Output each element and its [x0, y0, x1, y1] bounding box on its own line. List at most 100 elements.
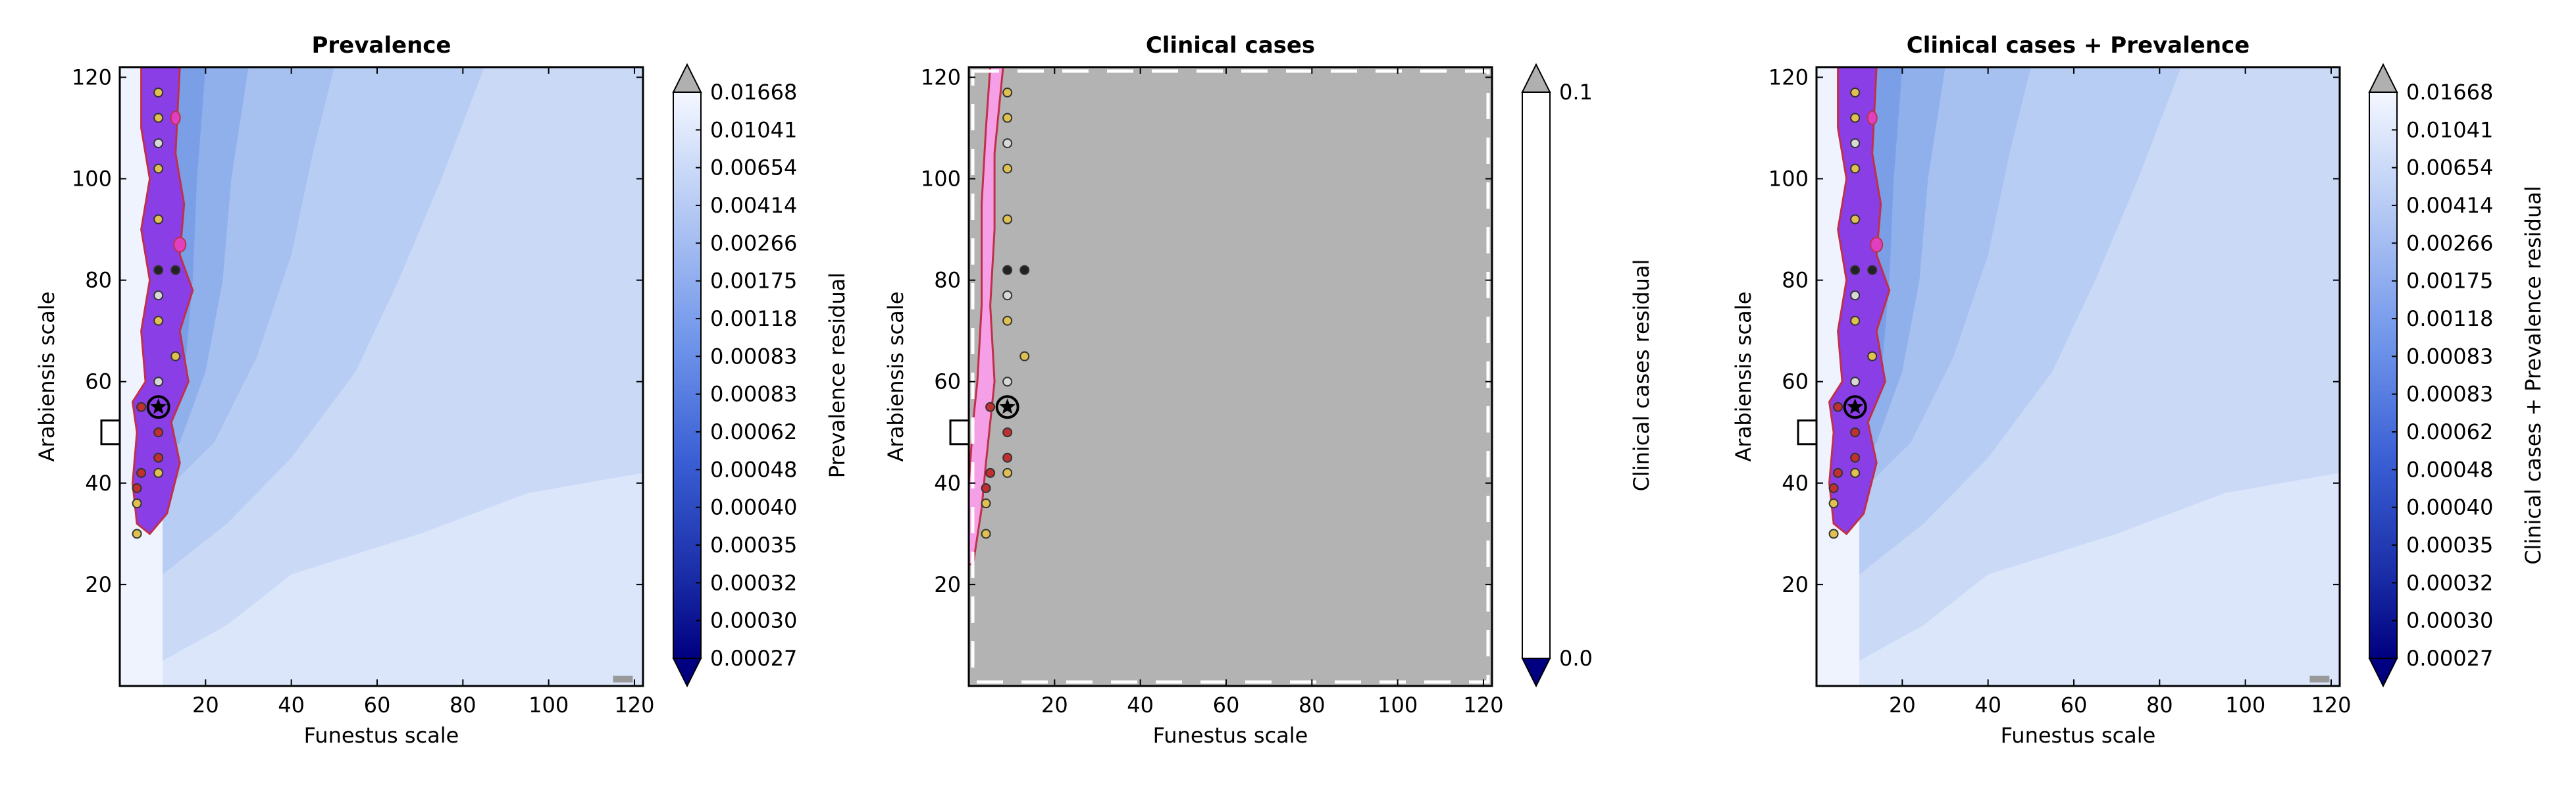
colorbar-over-arrow	[672, 63, 702, 93]
x-axis-label: Funestus scale	[1153, 723, 1308, 748]
data-point	[1002, 113, 1013, 123]
data-point	[1002, 315, 1013, 326]
x-tick-label: 60	[2061, 693, 2088, 718]
missing-cell	[613, 675, 633, 683]
colorbar-label: Clinical cases residual	[1629, 259, 1654, 492]
data-point	[153, 467, 164, 478]
data-point	[981, 529, 991, 539]
colorbar-tick-label: 0.00266	[2406, 230, 2493, 255]
x-tick-label: 40	[1127, 693, 1154, 718]
colorbar-gradient	[1522, 92, 1551, 659]
data-point	[1828, 498, 1839, 509]
plot-area	[120, 67, 643, 686]
data-point	[136, 467, 147, 478]
data-point	[132, 483, 142, 494]
colorbar-tick-label: 0.00062	[710, 419, 797, 444]
data-point	[1833, 402, 1843, 412]
region-spot	[173, 236, 187, 253]
plot-frame	[118, 66, 644, 687]
colorbar-tick-label: 0.01041	[710, 117, 797, 142]
y-tick-label: 60	[85, 369, 112, 394]
colorbar-tick-label: 0.00048	[710, 457, 797, 482]
y-tick-label: 100	[1768, 167, 1809, 192]
y-axis-label: Arabiensis scale	[1731, 292, 1756, 462]
y-tick-label: 20	[85, 572, 112, 597]
x-tick-label: 100	[528, 693, 569, 718]
data-point	[1002, 88, 1013, 98]
colorbar-tick-label: 0.00414	[710, 193, 797, 218]
colorbar-tick-label: 0.00175	[2406, 269, 2493, 294]
data-point	[1002, 467, 1013, 478]
data-point	[985, 402, 996, 412]
x-tick-label: 80	[450, 693, 477, 718]
colorbar: 0.1 0.0 Clinical cases residual	[1521, 63, 1654, 688]
x-tick-label: 20	[192, 693, 219, 718]
data-point	[153, 88, 164, 98]
x-axis-label: Funestus scale	[2001, 723, 2156, 748]
x-axis-label: Funestus scale	[304, 723, 459, 748]
colorbar-tick-label: 0.00266	[710, 230, 797, 255]
colorbar-tick-label: 0.00175	[710, 269, 797, 294]
chart-title: Clinical cases + Prevalence	[1907, 32, 2250, 59]
chart-panel-1: 20 40 60 80 100 120 20 40 60 80 100 120 Prevalence Fu…	[34, 32, 850, 748]
colorbar-tick-label: 0.00032	[710, 570, 797, 595]
best-point-star	[1847, 398, 1863, 414]
colorbar-tick-label: 0.00027	[710, 646, 797, 671]
data-point	[1850, 290, 1861, 301]
best-point-marker	[995, 395, 1019, 419]
data-point	[153, 265, 164, 275]
data-point	[1002, 377, 1013, 387]
y-tick-label: 40	[934, 471, 961, 496]
data-point	[1850, 163, 1861, 174]
colorbar-over-arrow	[2368, 63, 2398, 93]
y-tick-label: 40	[1782, 471, 1809, 496]
colorbar-over-arrow	[1521, 63, 1551, 93]
data-point	[132, 529, 142, 539]
colorbar-tick-label: 0.00118	[710, 306, 797, 331]
best-point-star	[999, 398, 1016, 414]
data-point	[1850, 138, 1861, 149]
colorbar-tick-label: 0.00048	[2406, 457, 2493, 482]
data-point	[1850, 315, 1861, 326]
chart-panel-3: 20 40 60 80 100 120 20 40 60 80 100 120 Clinical cas…	[1731, 32, 2546, 748]
data-point	[170, 265, 181, 275]
x-tick-label: 120	[2311, 693, 2351, 718]
region-spot	[1870, 236, 1884, 253]
data-point	[981, 498, 991, 509]
y-tick-label: 120	[921, 65, 961, 90]
colorbar-label: Clinical cases + Prevalence residual	[2521, 186, 2546, 564]
data-point	[1850, 88, 1861, 98]
colorbar-tick-label: 0.00083	[710, 382, 797, 407]
data-point	[1850, 427, 1861, 438]
data-point	[132, 498, 142, 509]
plot-area	[969, 67, 1492, 686]
data-point	[1850, 377, 1861, 387]
x-tick-label: 60	[1213, 693, 1240, 718]
colorbar-gradient	[2369, 92, 2398, 659]
colorbar-tick-label: 0.00035	[2406, 533, 2493, 558]
data-point	[1867, 351, 1878, 361]
colorbar-tick-label: 0.01041	[2406, 117, 2493, 142]
x-tick-label: 20	[1889, 693, 1916, 718]
data-point	[1019, 351, 1030, 361]
y-tick-label: 80	[85, 268, 112, 293]
colorbar-gradient	[673, 92, 702, 659]
chart-title: Prevalence	[312, 32, 451, 59]
y-tick-label: 100	[921, 167, 961, 192]
y-tick-label: 60	[1782, 369, 1809, 394]
data-point	[1850, 452, 1861, 463]
x-tick-label: 20	[1041, 693, 1068, 718]
colorbar-tick-label: 0.1	[1559, 80, 1593, 105]
best-point-marker	[1843, 395, 1867, 419]
data-point	[153, 113, 164, 123]
data-point	[1867, 265, 1878, 275]
reference-square	[100, 419, 121, 446]
plot-frame	[1815, 66, 2341, 687]
x-tick-label: 100	[1378, 693, 1418, 718]
data-point	[153, 377, 164, 387]
colorbar-tick-label: 0.00040	[710, 495, 797, 520]
data-point	[1002, 214, 1013, 224]
colorbar-tick-label: 0.01668	[2406, 80, 2493, 105]
y-tick-label: 80	[934, 268, 961, 293]
data-point	[1019, 265, 1030, 275]
